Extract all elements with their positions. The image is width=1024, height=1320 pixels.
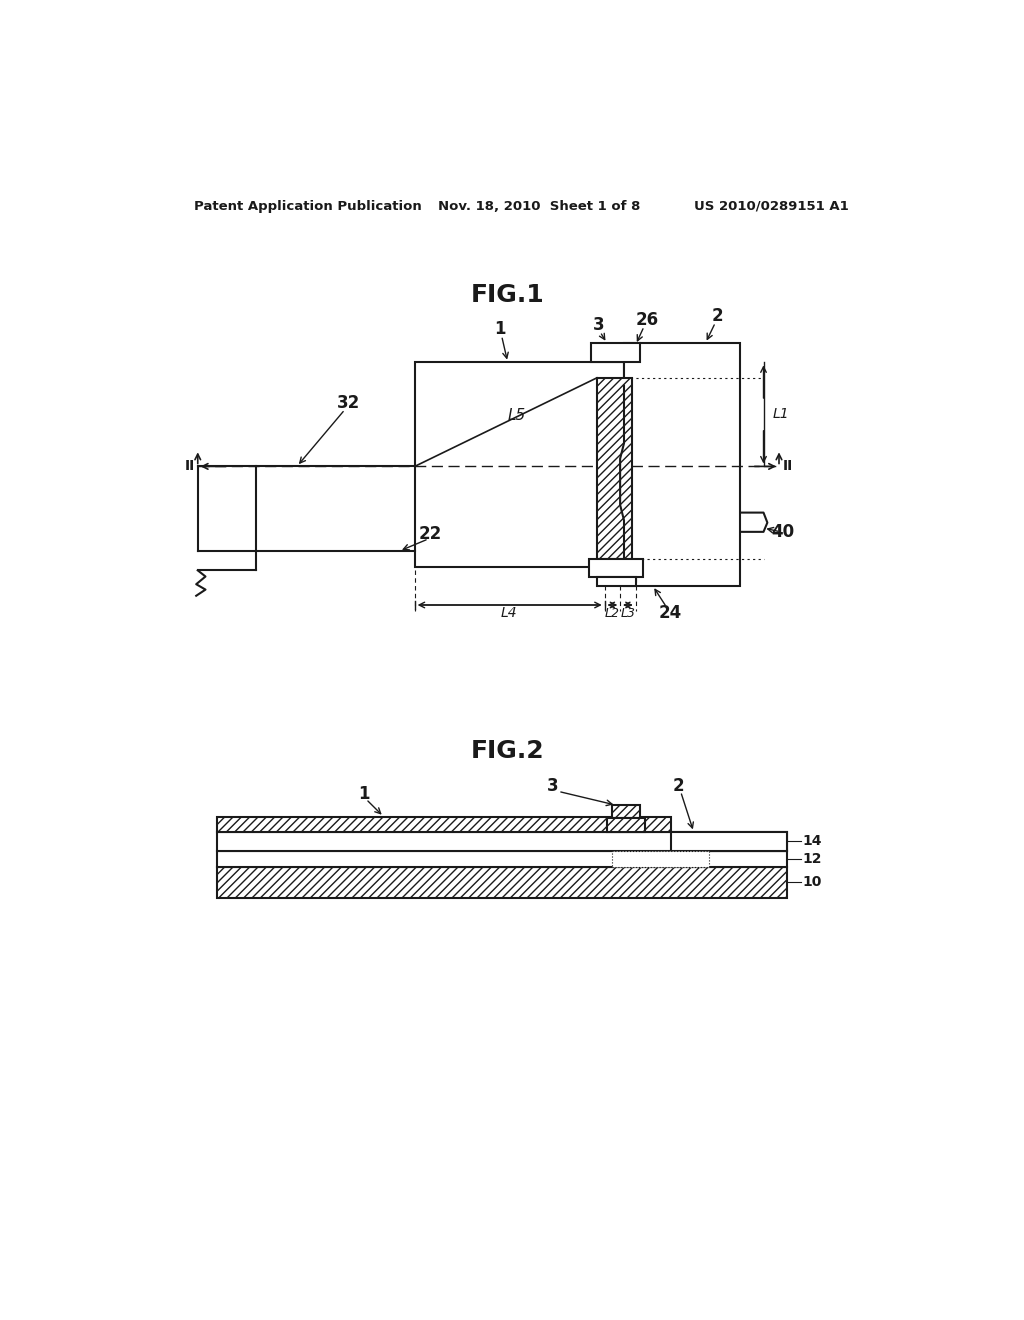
- Text: II: II: [185, 459, 196, 474]
- Bar: [217, 867, 786, 898]
- Text: FIG.1: FIG.1: [471, 284, 545, 308]
- Text: 2: 2: [712, 308, 723, 325]
- Text: 3: 3: [547, 777, 558, 795]
- Bar: [671, 832, 786, 851]
- Text: L2: L2: [605, 607, 620, 620]
- Text: 32: 32: [337, 395, 360, 412]
- Bar: [612, 851, 710, 867]
- Text: US 2010/0289151 A1: US 2010/0289151 A1: [693, 199, 849, 213]
- Text: Nov. 18, 2010  Sheet 1 of 8: Nov. 18, 2010 Sheet 1 of 8: [438, 199, 640, 213]
- Bar: [592, 343, 640, 363]
- Text: L3: L3: [621, 607, 635, 620]
- Text: Patent Application Publication: Patent Application Publication: [194, 199, 422, 213]
- Bar: [607, 817, 645, 832]
- Bar: [217, 851, 786, 867]
- Bar: [217, 817, 671, 832]
- Bar: [415, 363, 624, 566]
- Text: 14: 14: [802, 834, 821, 849]
- Text: 12: 12: [802, 853, 821, 866]
- Bar: [597, 378, 632, 558]
- Text: 2: 2: [673, 777, 684, 795]
- Bar: [589, 558, 643, 577]
- Bar: [597, 577, 636, 586]
- Text: 3: 3: [593, 317, 604, 334]
- Text: 26: 26: [636, 312, 658, 329]
- Text: 40: 40: [771, 523, 795, 541]
- Text: 22: 22: [419, 525, 442, 543]
- Text: L1: L1: [773, 407, 790, 421]
- Text: 1: 1: [358, 784, 370, 803]
- Text: 24: 24: [658, 603, 682, 622]
- Bar: [612, 805, 640, 817]
- Text: 1: 1: [495, 321, 506, 338]
- Text: 10: 10: [802, 875, 821, 890]
- Bar: [624, 343, 740, 586]
- Bar: [217, 832, 786, 851]
- Text: L4: L4: [501, 606, 517, 620]
- Text: FIG.2: FIG.2: [471, 739, 545, 763]
- Text: L5: L5: [508, 408, 526, 424]
- Text: II: II: [783, 459, 794, 474]
